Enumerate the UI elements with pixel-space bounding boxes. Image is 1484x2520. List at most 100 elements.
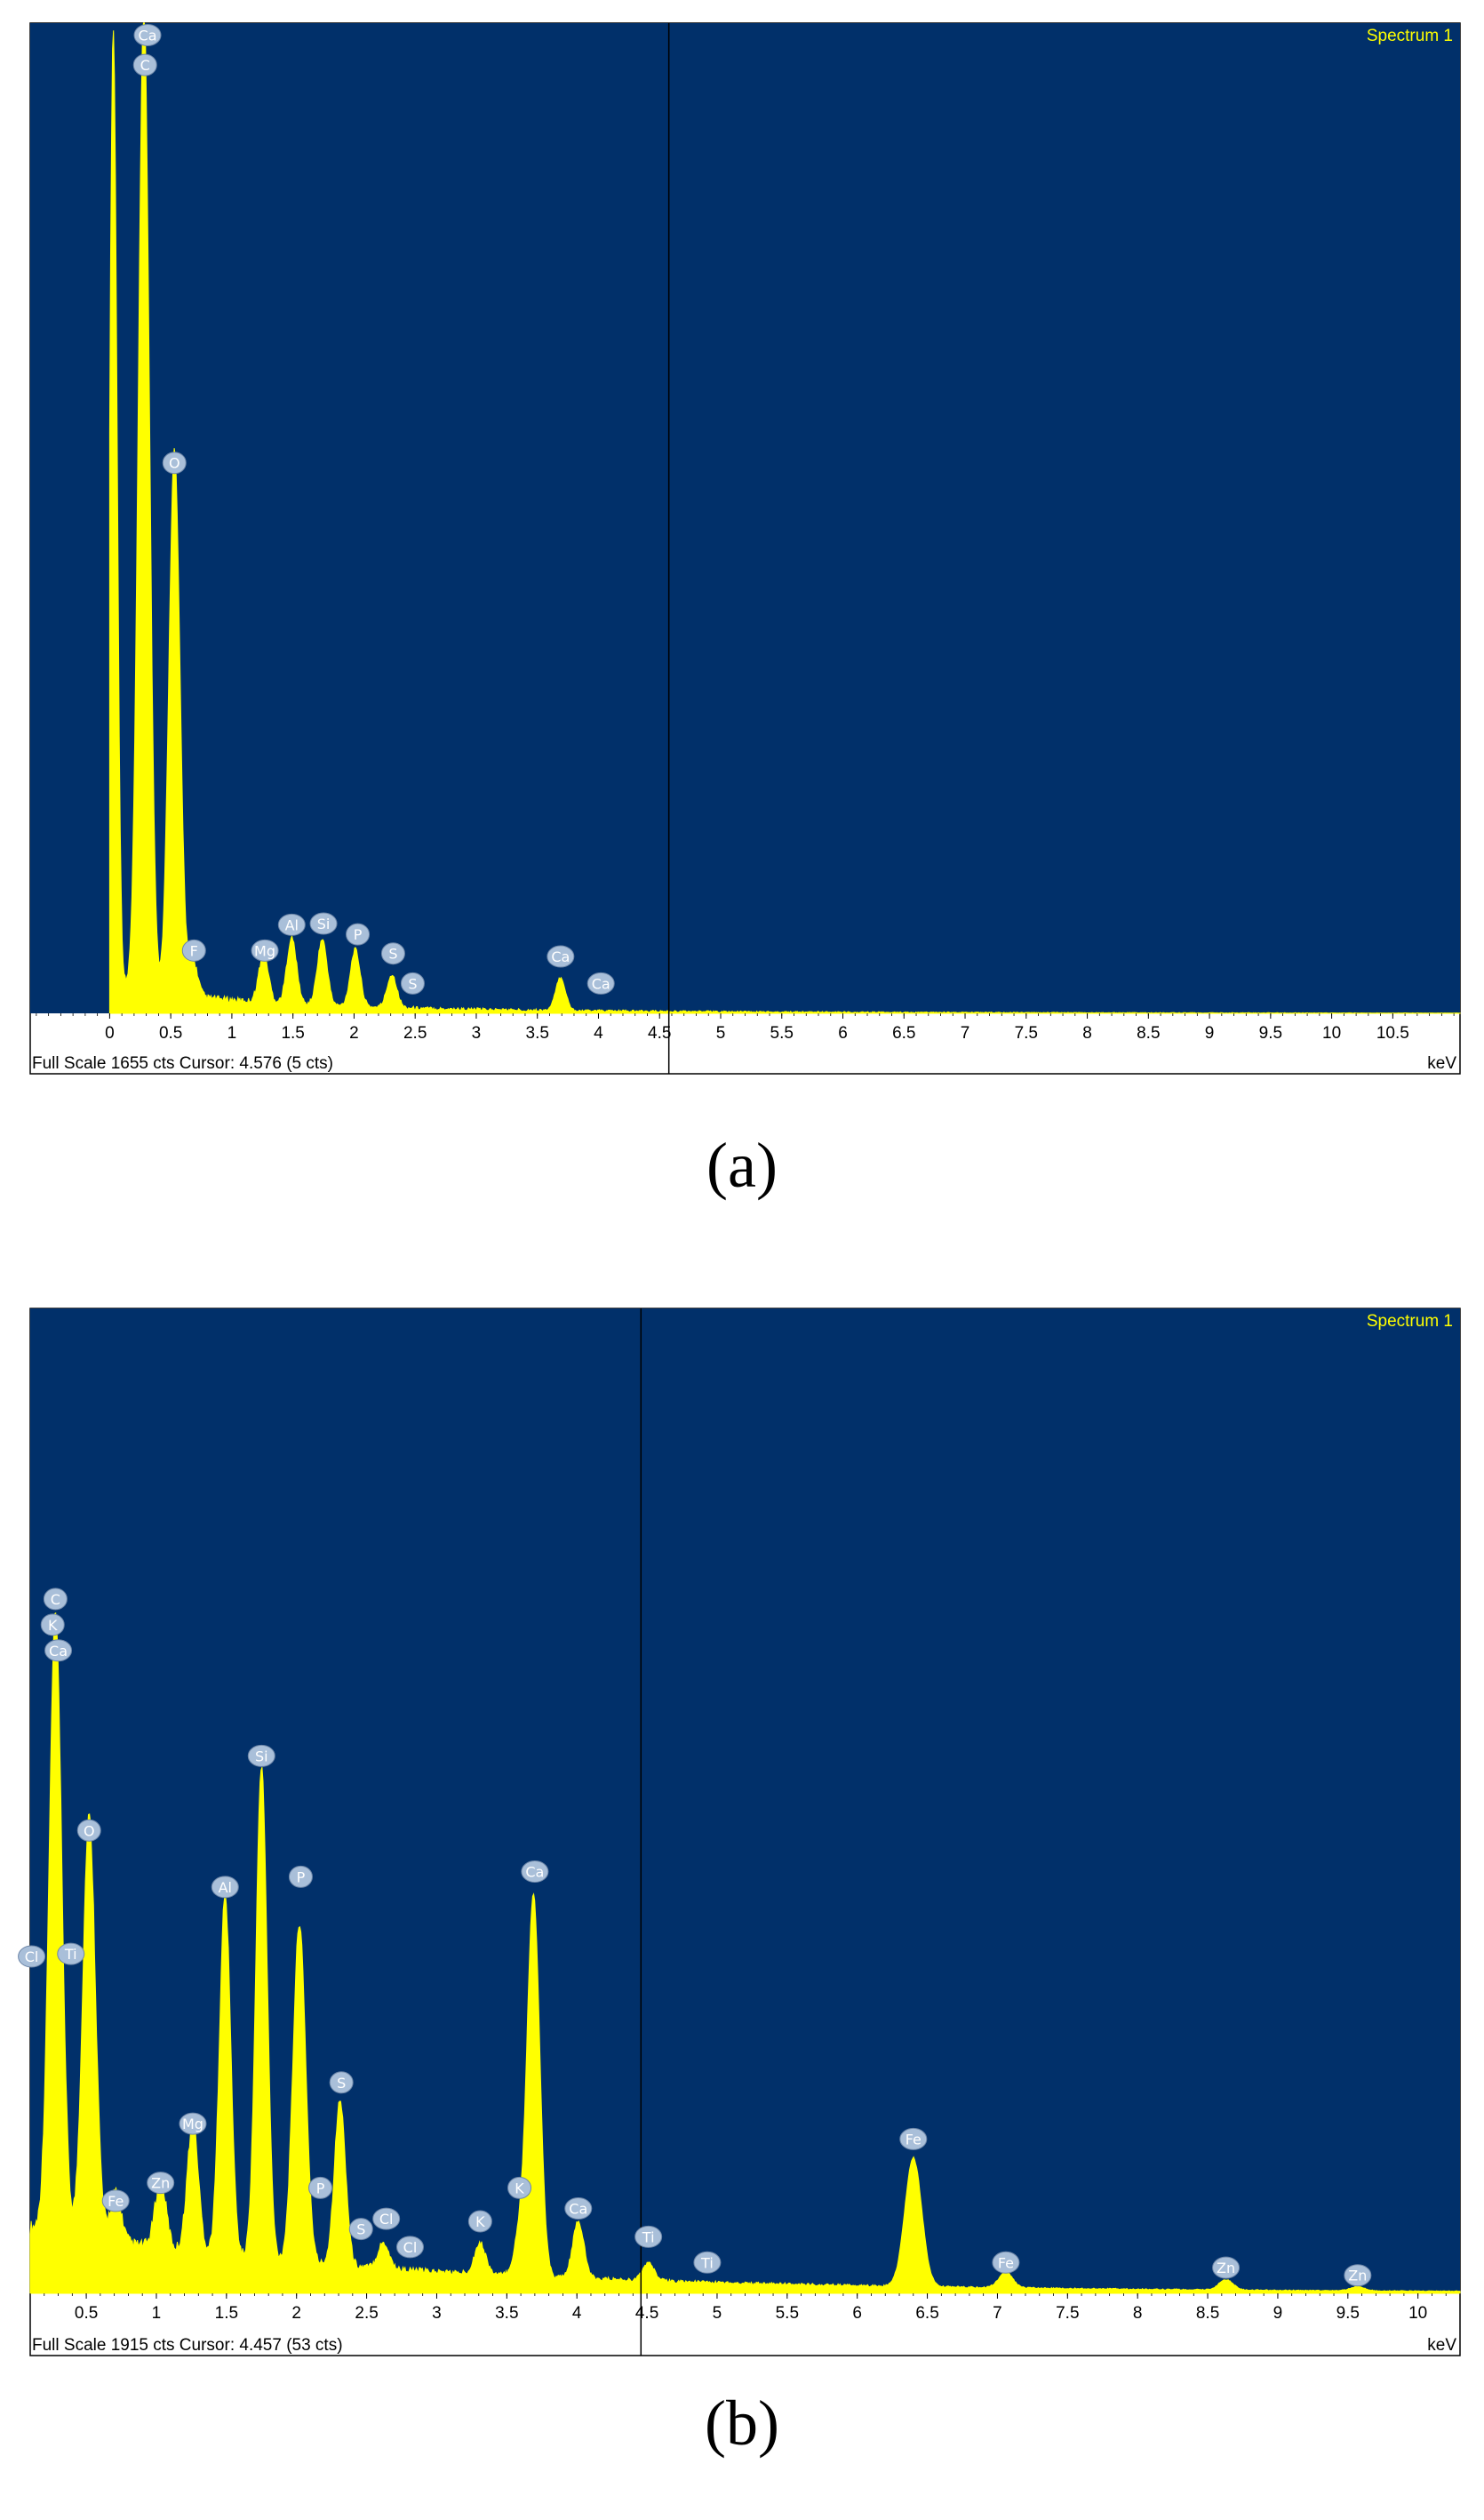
- peak-label-k: K: [467, 2210, 492, 2233]
- peak-label-ca: Ca: [586, 972, 615, 995]
- spectrum-area: [108, 22, 1461, 1014]
- footer-status: Full Scale 1915 cts Cursor: 4.457 (53 ct…: [32, 2336, 343, 2355]
- peak-label-ca: Ca: [564, 2197, 593, 2220]
- x-tick-label: 6: [838, 1024, 848, 1043]
- peak-label-c: C: [132, 53, 157, 76]
- svg-text:K: K: [475, 2213, 485, 2230]
- svg-text:Mg: Mg: [182, 2116, 203, 2132]
- svg-text:Ca: Ca: [525, 1864, 544, 1881]
- x-tick-label: 8.5: [1196, 2304, 1219, 2323]
- x-tick-label: 10: [1408, 2304, 1427, 2323]
- spectrum-area: [29, 1612, 1461, 2294]
- svg-text:Cl: Cl: [379, 2211, 394, 2228]
- x-axis-unit: keV: [1427, 2336, 1456, 2355]
- svg-text:Zn: Zn: [151, 2175, 170, 2192]
- peak-label-ti: Ti: [693, 2251, 722, 2274]
- svg-text:Fe: Fe: [906, 2131, 922, 2148]
- panel-caption-a: (a): [706, 1130, 778, 1201]
- svg-text:Ca: Ca: [49, 1643, 68, 1660]
- svg-text:Zn: Zn: [1348, 2268, 1367, 2284]
- x-tick-label: 10.5: [1376, 1024, 1409, 1043]
- svg-text:S: S: [337, 2075, 346, 2092]
- svg-text:O: O: [169, 455, 180, 472]
- svg-text:C: C: [51, 1591, 60, 1608]
- peak-label-s: S: [380, 942, 405, 965]
- x-tick-label: 7.5: [1056, 2304, 1079, 2323]
- x-tick-label: 9: [1273, 2304, 1283, 2323]
- x-tick-label: 8: [1082, 1024, 1092, 1043]
- x-tick-label: 2: [291, 2304, 301, 2323]
- svg-text:Ti: Ti: [700, 2254, 714, 2271]
- svg-text:Ca: Ca: [139, 27, 157, 44]
- svg-text:C: C: [140, 57, 150, 74]
- spectrum-panel-a: Spectrum 1 0 0.5 1 1.5 2 2.5 3 3.5 4 4.5 5 5.5 6 6.5 7 7…: [0, 0, 1484, 1084]
- x-tick-label: 6: [852, 2304, 862, 2323]
- peak-label-s: S: [400, 972, 425, 995]
- peak-label-o: O: [76, 1819, 101, 1842]
- peak-label-s: S: [329, 2071, 354, 2094]
- x-tick-label: 0.5: [75, 2304, 98, 2323]
- svg-text:Al: Al: [219, 1879, 232, 1896]
- peak-label-cl: Cl: [372, 2207, 401, 2230]
- x-tick-label: 0: [105, 1024, 115, 1043]
- peak-label-p: P: [346, 923, 371, 946]
- svg-text:Ca: Ca: [569, 2201, 587, 2218]
- x-tick-label: 5.5: [776, 2304, 799, 2323]
- svg-text:S: S: [408, 975, 417, 992]
- peak-label-mg: Mg: [251, 939, 279, 962]
- peak-label-ca: Ca: [547, 945, 575, 968]
- spectrum-chart-a: Spectrum 1 0 0.5 1 1.5 2 2.5 3 3.5 4 4.5 5 5.5 6 6.5 7 7…: [29, 22, 1461, 1075]
- x-tick-label: 7.5: [1015, 1024, 1038, 1043]
- spectrum-chart-b: Spectrum 1 0.5 1 1.5 2 2.5 3 3.5 4 4.5 5 5.5 6 6.5 7 7.…: [18, 1308, 1461, 2356]
- x-tick-label: 4.5: [648, 1024, 671, 1043]
- x-tick-label: 9: [1205, 1024, 1215, 1043]
- x-tick-label: 1: [152, 2304, 162, 2323]
- x-tick-label: 10: [1322, 1024, 1341, 1043]
- peak-label-si: Si: [309, 912, 338, 935]
- x-tick-label: 7: [961, 1024, 970, 1043]
- peak-label-si: Si: [247, 1744, 275, 1767]
- x-tick-label: 8.5: [1137, 1024, 1160, 1043]
- svg-text:P: P: [354, 926, 363, 943]
- x-tick-label: 3.5: [495, 2304, 518, 2323]
- peak-label-s: S: [348, 2218, 373, 2241]
- peak-label-ca: Ca: [133, 23, 162, 46]
- x-tick-label: 4: [594, 1024, 603, 1043]
- peak-label-zn: Zn: [1212, 2256, 1241, 2279]
- svg-text:Si: Si: [255, 1748, 268, 1764]
- peak-label-cl: Cl: [395, 2236, 424, 2259]
- x-tick-label: 3: [432, 2304, 442, 2323]
- x-tick-label: 9.5: [1259, 1024, 1282, 1043]
- svg-text:Cl: Cl: [403, 2239, 418, 2256]
- peak-label-fe: Fe: [101, 2189, 130, 2212]
- svg-text:Mg: Mg: [254, 942, 275, 959]
- x-tick-label: 3.5: [526, 1024, 549, 1043]
- svg-text:S: S: [356, 2221, 365, 2238]
- svg-text:Fe: Fe: [108, 2193, 124, 2210]
- spectrum-label: Spectrum 1: [1367, 1312, 1453, 1331]
- x-tick-label: 4: [572, 2304, 582, 2323]
- svg-text:Fe: Fe: [998, 2254, 1014, 2271]
- peak-label-ca: Ca: [44, 1639, 73, 1662]
- x-tick-label: 3: [472, 1024, 482, 1043]
- svg-text:Zn: Zn: [1217, 2260, 1235, 2276]
- svg-text:K: K: [515, 2180, 524, 2196]
- svg-text:F: F: [190, 942, 198, 959]
- panel-caption-b: (b): [705, 2388, 779, 2459]
- svg-text:Ca: Ca: [592, 975, 610, 992]
- x-tick-label: 2: [349, 1024, 359, 1043]
- svg-text:Al: Al: [285, 916, 299, 933]
- peak-label-o: O: [162, 452, 187, 475]
- svg-text:P: P: [297, 1868, 306, 1885]
- x-tick-label: 5: [713, 2304, 722, 2323]
- peak-label-mg: Mg: [179, 2112, 207, 2135]
- x-tick-label: 5: [716, 1024, 726, 1043]
- x-tick-label: 1: [227, 1024, 237, 1043]
- svg-text:Si: Si: [317, 916, 331, 932]
- x-tick-label: 6.5: [915, 2304, 938, 2323]
- peak-label-ti: Ti: [57, 1942, 85, 1965]
- x-tick-label: 9.5: [1336, 2304, 1360, 2323]
- x-axis-unit: keV: [1427, 1054, 1456, 1073]
- plot-area: [30, 23, 1460, 1013]
- peak-label-al: Al: [211, 1876, 239, 1899]
